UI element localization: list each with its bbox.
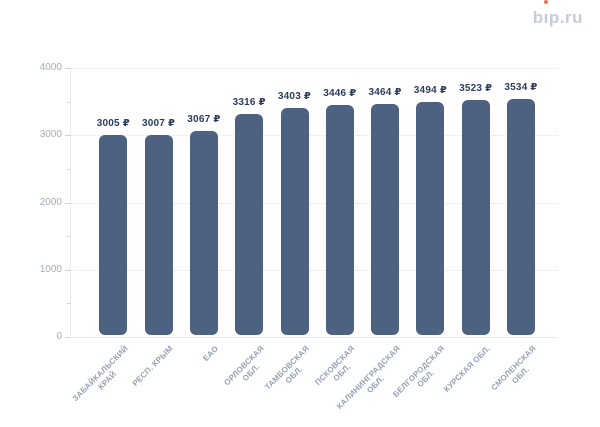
y-major-tick — [65, 135, 70, 137]
bar-value-label: 3067 ₽ — [187, 113, 221, 125]
gridline — [70, 269, 558, 271]
y-minor-tick — [67, 236, 70, 238]
y-minor-tick — [67, 303, 70, 305]
bar[interactable] — [461, 100, 490, 335]
x-axis-category-label: ЕАО — [201, 344, 221, 363]
x-axis-category-label: КУРСКАЯ ОБЛ. — [442, 344, 493, 394]
y-axis-tick-label: 0 — [56, 331, 62, 342]
bar[interactable] — [325, 105, 354, 335]
y-axis-line — [70, 68, 71, 337]
bar-value-label: 3316 ₽ — [232, 96, 266, 108]
y-axis-tick-label: 2000 — [39, 196, 62, 208]
logo-orange-dot-icon — [544, 0, 549, 4]
y-minor-tick — [67, 101, 70, 103]
bar[interactable] — [189, 130, 218, 335]
y-axis-tick-label: 1000 — [39, 263, 62, 275]
bar-value-label: 3005 ₽ — [96, 117, 130, 129]
bar[interactable] — [144, 134, 173, 335]
bar-value-label: 3446 ₽ — [323, 88, 357, 100]
y-major-tick — [65, 337, 70, 338]
bar[interactable] — [99, 134, 128, 335]
gridline — [70, 68, 558, 69]
bar-value-label: 3534 ₽ — [504, 82, 538, 94]
bar[interactable] — [416, 102, 445, 335]
bar[interactable] — [280, 108, 309, 335]
bar[interactable] — [507, 99, 535, 335]
x-axis-category-label: СМОЛЕНСКАЯ ОБЛ. — [489, 344, 538, 393]
gridline — [70, 202, 558, 204]
bar-value-label: 3494 ₽ — [413, 85, 447, 97]
bar-value-label: 3403 ₽ — [277, 91, 312, 103]
bar[interactable] — [371, 104, 400, 335]
bar-value-label: 3007 ₽ — [142, 117, 176, 129]
y-axis-tick-label: 4000 — [39, 62, 62, 73]
y-major-tick — [65, 269, 70, 271]
logo-text-post: p.ru — [548, 8, 583, 27]
x-axis-line — [65, 337, 558, 338]
bar-value-label: 3523 ₽ — [459, 83, 493, 95]
y-minor-tick — [67, 168, 70, 170]
x-axis-category-label: ТАМБОВСКАЯ ОБЛ. — [263, 344, 311, 392]
x-axis-category-label: РЕСП. КРЫМ — [130, 344, 175, 389]
y-major-tick — [65, 202, 70, 204]
bar[interactable] — [235, 113, 264, 335]
y-major-tick — [65, 68, 70, 69]
bar-value-label: 3464 ₽ — [368, 87, 402, 99]
y-axis-tick-label: 3000 — [39, 129, 62, 141]
logo-text-pre: b — [532, 8, 544, 27]
logo-letter-i: ı — [544, 0, 549, 26]
logo-bip-ru[interactable]: bı p.ru — [532, 0, 583, 27]
gridline — [70, 135, 558, 137]
x-axis-category-label: ЗАБАЙКАЛЬСКИЙ КРАЙ — [70, 344, 130, 404]
